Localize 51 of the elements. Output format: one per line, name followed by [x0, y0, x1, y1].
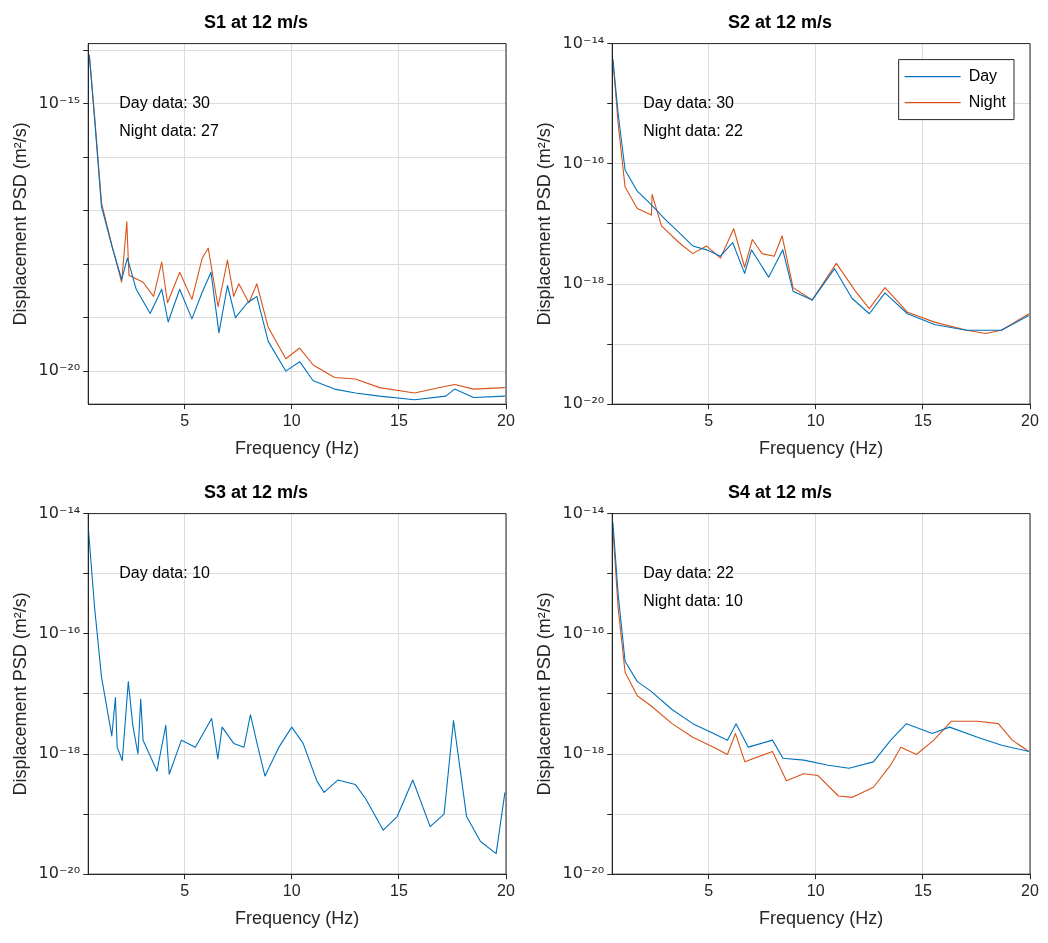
- y-tick-label: 10⁻¹⁸: [38, 743, 81, 763]
- annotation: Day data: 22: [643, 564, 735, 582]
- y-tick-label: 10⁻¹⁶: [38, 622, 81, 642]
- x-tick-label: 15: [389, 412, 408, 430]
- x-tick-label: 20: [497, 412, 515, 430]
- y-axis-title: Displacement PSD (m²/s): [533, 122, 554, 326]
- x-axis-title: Frequency (Hz): [235, 908, 360, 929]
- y-axis-title: Displacement PSD (m²/s): [9, 592, 30, 796]
- y-tick-label: 10⁻²⁰: [38, 360, 81, 380]
- x-tick-label: 5: [180, 882, 190, 900]
- annotation: Night data: 27: [119, 122, 219, 140]
- annotation: Night data: 10: [643, 592, 743, 610]
- chart-title: S4 at 12 m/s: [727, 481, 833, 502]
- x-tick-label: 15: [913, 412, 932, 430]
- chart-title: S2 at 12 m/s: [727, 11, 833, 32]
- x-tick-label: 15: [913, 882, 932, 900]
- legend-label: Day: [968, 67, 998, 85]
- y-tick-label: 10⁻²⁰: [562, 863, 605, 883]
- y-axis-title: Displacement PSD (m²/s): [533, 592, 554, 796]
- x-tick-label: 5: [704, 412, 714, 430]
- chart-title: S1 at 12 m/s: [203, 11, 309, 32]
- y-tick-label: 10⁻²⁰: [562, 393, 605, 413]
- x-tick-label: 10: [282, 412, 301, 430]
- x-tick-label: 20: [1021, 412, 1039, 430]
- y-tick-label: 10⁻¹⁴: [38, 502, 81, 522]
- y-tick-label: 10⁻¹⁵: [38, 93, 81, 113]
- y-tick-label: 10⁻¹⁶: [562, 152, 605, 172]
- x-tick-label: 10: [282, 882, 301, 900]
- y-tick-label: 10⁻¹⁸: [562, 743, 605, 763]
- x-tick-label: 15: [389, 882, 408, 900]
- y-tick-label: 10⁻²⁰: [38, 863, 81, 883]
- x-tick-label: 20: [497, 882, 515, 900]
- x-tick-label: 10: [806, 412, 825, 430]
- x-tick-label: 10: [806, 882, 825, 900]
- x-axis-title: Frequency (Hz): [235, 438, 360, 459]
- legend-label: Night: [968, 93, 1007, 111]
- annotation: Day data: 30: [643, 94, 735, 112]
- chart-title: S3 at 12 m/s: [203, 481, 309, 502]
- annotation: Day data: 30: [119, 94, 211, 112]
- y-tick-label: 10⁻¹⁸: [562, 273, 605, 293]
- y-tick-label: 10⁻¹⁴: [562, 502, 605, 522]
- x-tick-label: 5: [180, 412, 190, 430]
- x-axis-title: Frequency (Hz): [759, 438, 884, 459]
- y-tick-label: 10⁻¹⁶: [562, 622, 605, 642]
- x-tick-label: 5: [704, 882, 714, 900]
- annotation: Night data: 22: [643, 122, 743, 140]
- x-tick-label: 20: [1021, 882, 1039, 900]
- annotation: Day data: 10: [119, 564, 211, 582]
- y-axis-title: Displacement PSD (m²/s): [9, 122, 30, 326]
- y-tick-label: 10⁻¹⁴: [562, 32, 605, 52]
- x-axis-title: Frequency (Hz): [759, 908, 884, 929]
